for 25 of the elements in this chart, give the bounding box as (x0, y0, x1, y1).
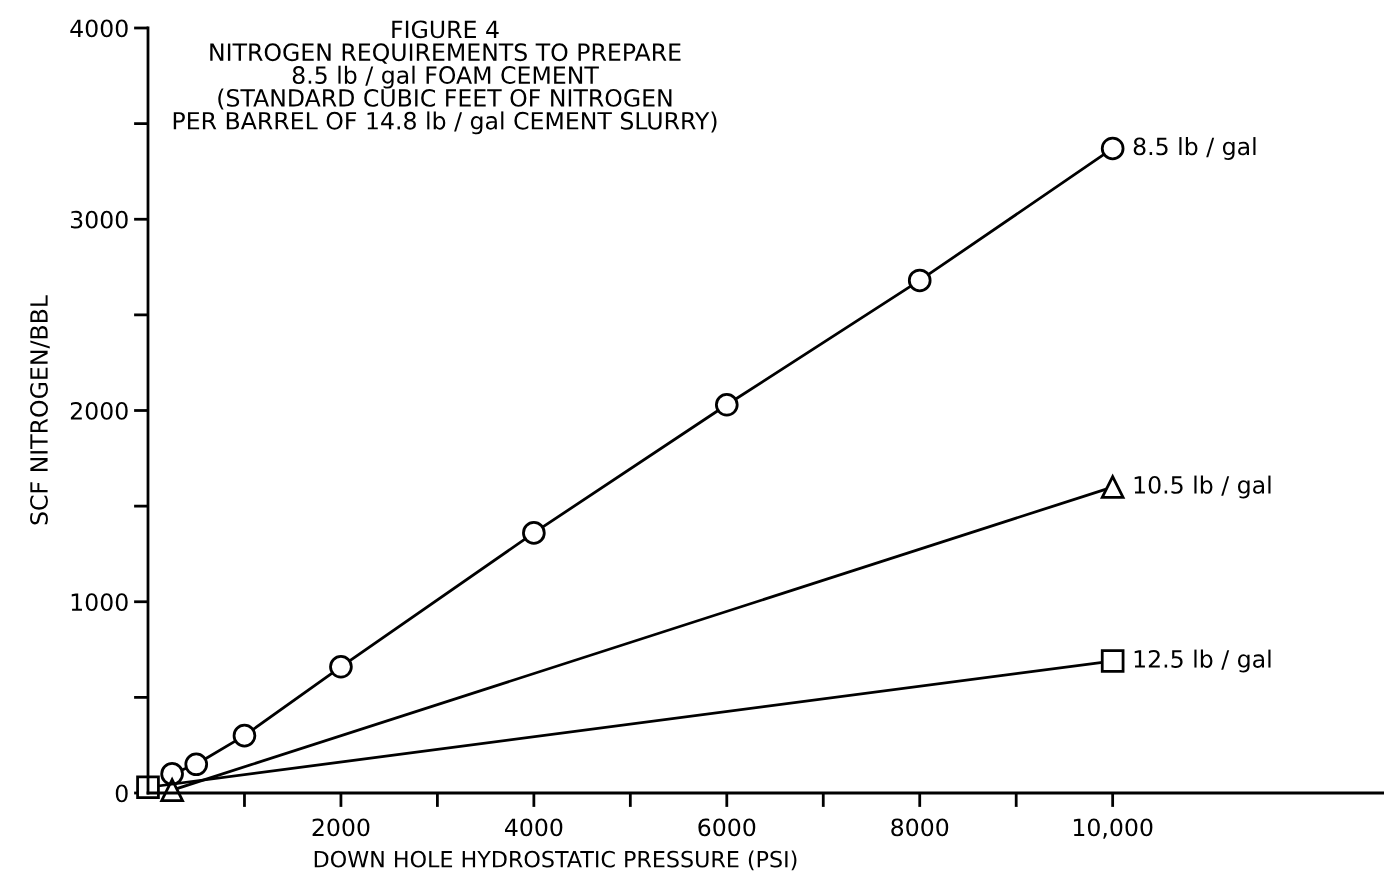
point (907, 268, 932, 293)
point (1100, 649, 1125, 673)
point (329, 654, 353, 679)
x-axis-title: DOWN HOLE HYDROSTATIC PRESSURE (PSI) (314, 850, 797, 871)
series-label: 8.5 lb / gal (1133, 137, 1256, 160)
series-label: 10.5 lb / gal (1134, 475, 1271, 499)
point (522, 521, 546, 545)
point (1100, 136, 1125, 161)
y-tick-label: 3000 (70, 210, 128, 229)
y-tick-label: 1000 (71, 593, 128, 612)
text: FIGURE 4 NITROGEN REQUIREMENTS TO PREPARE 8.5 lb / gal FOAM CEMENT (STANDARD CUBIC FEET OF NITROGEN PER BARREL OF 14.8 lb / gal CEMENT SLURRY) (173, 20, 717, 135)
series-label: 12.5 lb / gal (1134, 649, 1271, 673)
point (714, 392, 739, 417)
x-tick-label: 4000 (504, 818, 563, 837)
y-tick-label: 2000 (70, 401, 128, 420)
point (1100, 475, 1125, 499)
y-axis-title: SCF NITROGEN/BBL (30, 295, 50, 525)
x-tick-label: 8000 (891, 818, 949, 837)
x-tick-label: 6000 (698, 818, 756, 837)
x-tick-label: 2000 (312, 818, 370, 837)
point (184, 752, 209, 777)
y-tick-label: 0 (115, 784, 128, 803)
point (232, 723, 257, 748)
x-tick-label: 10,000 (1073, 818, 1153, 839)
y-tick-label: 4000 (70, 19, 128, 38)
